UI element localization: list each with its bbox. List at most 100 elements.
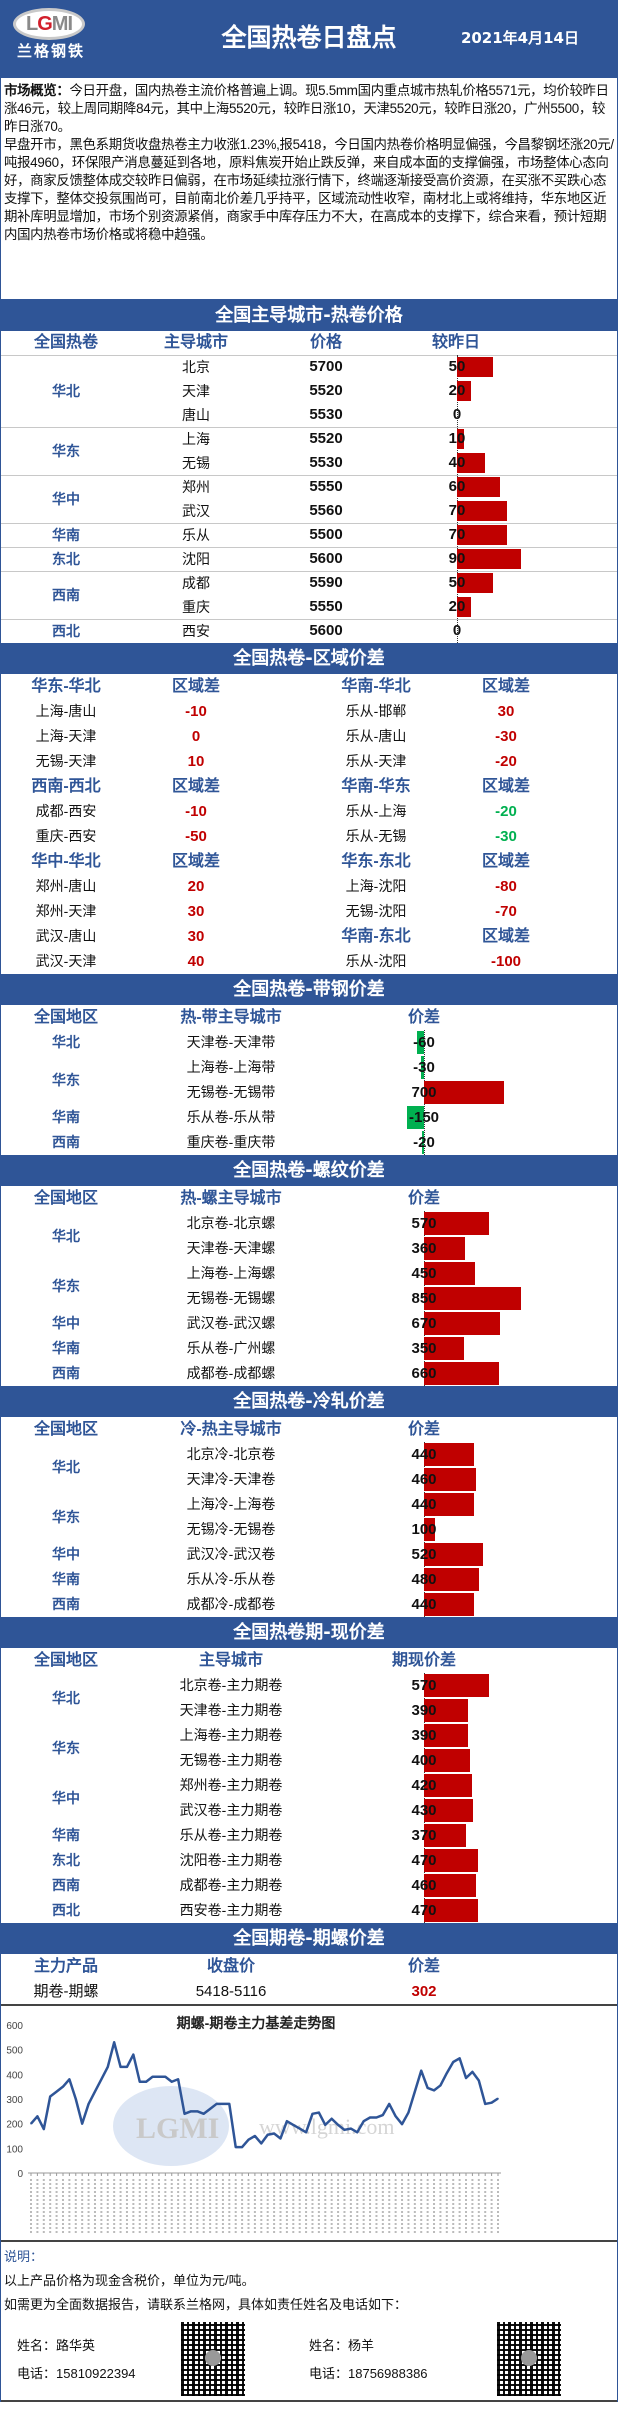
pair-cell: 无锡冷-无锡卷 — [186, 1521, 276, 1537]
region-label: 华南 — [52, 1340, 80, 1356]
qr-code-icon[interactable] — [181, 2322, 245, 2396]
pair-cell: 乐从冷-乐从卷 — [186, 1571, 276, 1587]
pair-cell: 乐从卷-主力期卷 — [179, 1827, 283, 1843]
pair-cell: 成都冷-成都卷 — [186, 1596, 276, 1612]
diff-cell: 10 — [187, 753, 205, 770]
group-divider — [1, 619, 617, 620]
data-point — [337, 2124, 339, 2126]
data-point — [234, 2146, 237, 2148]
pair-cell: 天津卷-天津带 — [186, 1034, 276, 1050]
spread-bar — [424, 1362, 500, 1385]
data-point — [414, 2090, 416, 2093]
data-point — [401, 2123, 403, 2125]
report-date: 2021年4月14日 — [460, 29, 579, 47]
data-point — [356, 2131, 359, 2134]
data-point — [254, 2135, 256, 2137]
data-point — [478, 2079, 480, 2082]
spread-bar — [424, 1899, 478, 1922]
spread-cell: 302 — [411, 1983, 437, 2000]
spread-section-title: 全国热卷-冷轧价差 — [1, 1386, 617, 1417]
data-point — [106, 2066, 109, 2068]
overview-label: 市场概览： — [4, 83, 70, 98]
city-cell: 唐山 — [182, 407, 210, 423]
col-header: 价格 — [309, 334, 342, 351]
change-bar — [457, 477, 500, 497]
basis-line-chart: LGMI www.lgmi.com 期螺-期卷主力基差走势图 010020030… — [6, 2015, 501, 2233]
data-point — [126, 2066, 128, 2068]
data-point — [81, 2122, 83, 2125]
spread-bar — [424, 1568, 479, 1591]
spread-bar — [424, 1312, 501, 1335]
col-header: 期现价差 — [391, 1652, 456, 1669]
change-cell: 40 — [448, 454, 466, 471]
hot-price-title: 全国主导城市-热卷价格 — [1, 300, 617, 331]
note-line-2: 如需更为全面数据报告，请联系兰格网，具体如责任姓名及电话如下： — [4, 2297, 408, 2312]
pair-cell: 成都-西安 — [35, 803, 97, 819]
spread-value: 660 — [411, 1365, 437, 1382]
diff-cell: 40 — [187, 953, 205, 970]
divider — [1, 355, 617, 356]
pair-cell: 郑州-唐山 — [35, 878, 97, 894]
change-bar — [457, 549, 521, 569]
diff-cell: 30 — [497, 703, 515, 720]
price-cell: 5530 — [309, 406, 343, 423]
spread-value: 400 — [411, 1752, 437, 1769]
data-point — [490, 2101, 493, 2104]
pair-cell: 武汉冷-武汉卷 — [186, 1546, 276, 1562]
pair-cell: 武汉-天津 — [35, 953, 97, 969]
region-diff-header: 区域差 — [171, 853, 220, 870]
qr-code-icon[interactable] — [497, 2322, 561, 2396]
data-point — [362, 2120, 365, 2122]
change-bar — [457, 453, 486, 473]
region-label: 华南 — [52, 527, 80, 543]
region-label: 华东 — [52, 443, 80, 459]
region-label: 华北 — [52, 1034, 80, 1050]
data-point — [330, 2117, 333, 2120]
spread-bar — [424, 1593, 475, 1616]
data-point — [382, 2114, 384, 2116]
group-divider — [1, 475, 617, 476]
spread-bar — [424, 1799, 474, 1822]
region-label: 华南 — [52, 1109, 80, 1125]
col-header: 全国地区 — [33, 1652, 98, 1669]
col-header: 主导城市 — [198, 1652, 263, 1669]
data-point — [94, 2090, 96, 2093]
region-label: 华东 — [52, 1278, 80, 1294]
spread-bar — [424, 1824, 467, 1847]
data-point — [138, 2080, 141, 2083]
overview-paragraph-2: 早盘开市，黑色系期货收盘热卷主力收涨1.23%,报5418，今日国内热卷价格明显… — [4, 137, 614, 242]
data-point — [113, 2041, 115, 2044]
pair-cell: 西安卷-主力期卷 — [179, 1902, 283, 1918]
contact-2-name: 姓名：杨羊 — [309, 2338, 375, 2353]
spread-bar — [424, 1674, 489, 1697]
data-point — [196, 2110, 199, 2113]
spread-bar — [424, 1212, 489, 1235]
spread-bar — [424, 1774, 472, 1797]
data-point — [446, 2072, 448, 2074]
diff-cell: -80 — [495, 878, 517, 895]
contact-2-phone: 电话：18756988386 — [309, 2366, 428, 2381]
region-label: 华东 — [52, 1072, 80, 1088]
data-point — [215, 2103, 218, 2105]
pair-cell: 乐从-邯郸 — [345, 703, 407, 719]
spread-value: 460 — [411, 1471, 437, 1488]
group-divider — [1, 571, 617, 572]
region-label: 华南 — [52, 1827, 80, 1843]
pair-cell: 北京卷-北京螺 — [186, 1215, 276, 1231]
region-label: 华北 — [52, 1228, 80, 1244]
pair-cell: 无锡-沈阳 — [345, 903, 407, 919]
data-point — [183, 2113, 186, 2115]
change-bar — [457, 573, 493, 593]
region-label: 华东 — [52, 1740, 80, 1756]
data-point — [177, 2078, 179, 2081]
group-divider — [1, 523, 617, 524]
data-point — [164, 2076, 167, 2078]
spread-value: 420 — [411, 1777, 437, 1794]
region-label: 华中 — [52, 1790, 80, 1806]
hot-price-table: 全国热卷 主导城市 价格 较昨日 华北 北京 5700 50 天津 5520 20 唐山 5530 0 华东… — [1, 331, 617, 643]
lgmi-logo: LGMI 兰格钢铁 — [13, 8, 89, 70]
y-tick-label: 100 — [6, 2144, 23, 2155]
spread-bar — [417, 1031, 424, 1054]
region-spread-title: 全国热卷-区域价差 — [1, 643, 617, 674]
